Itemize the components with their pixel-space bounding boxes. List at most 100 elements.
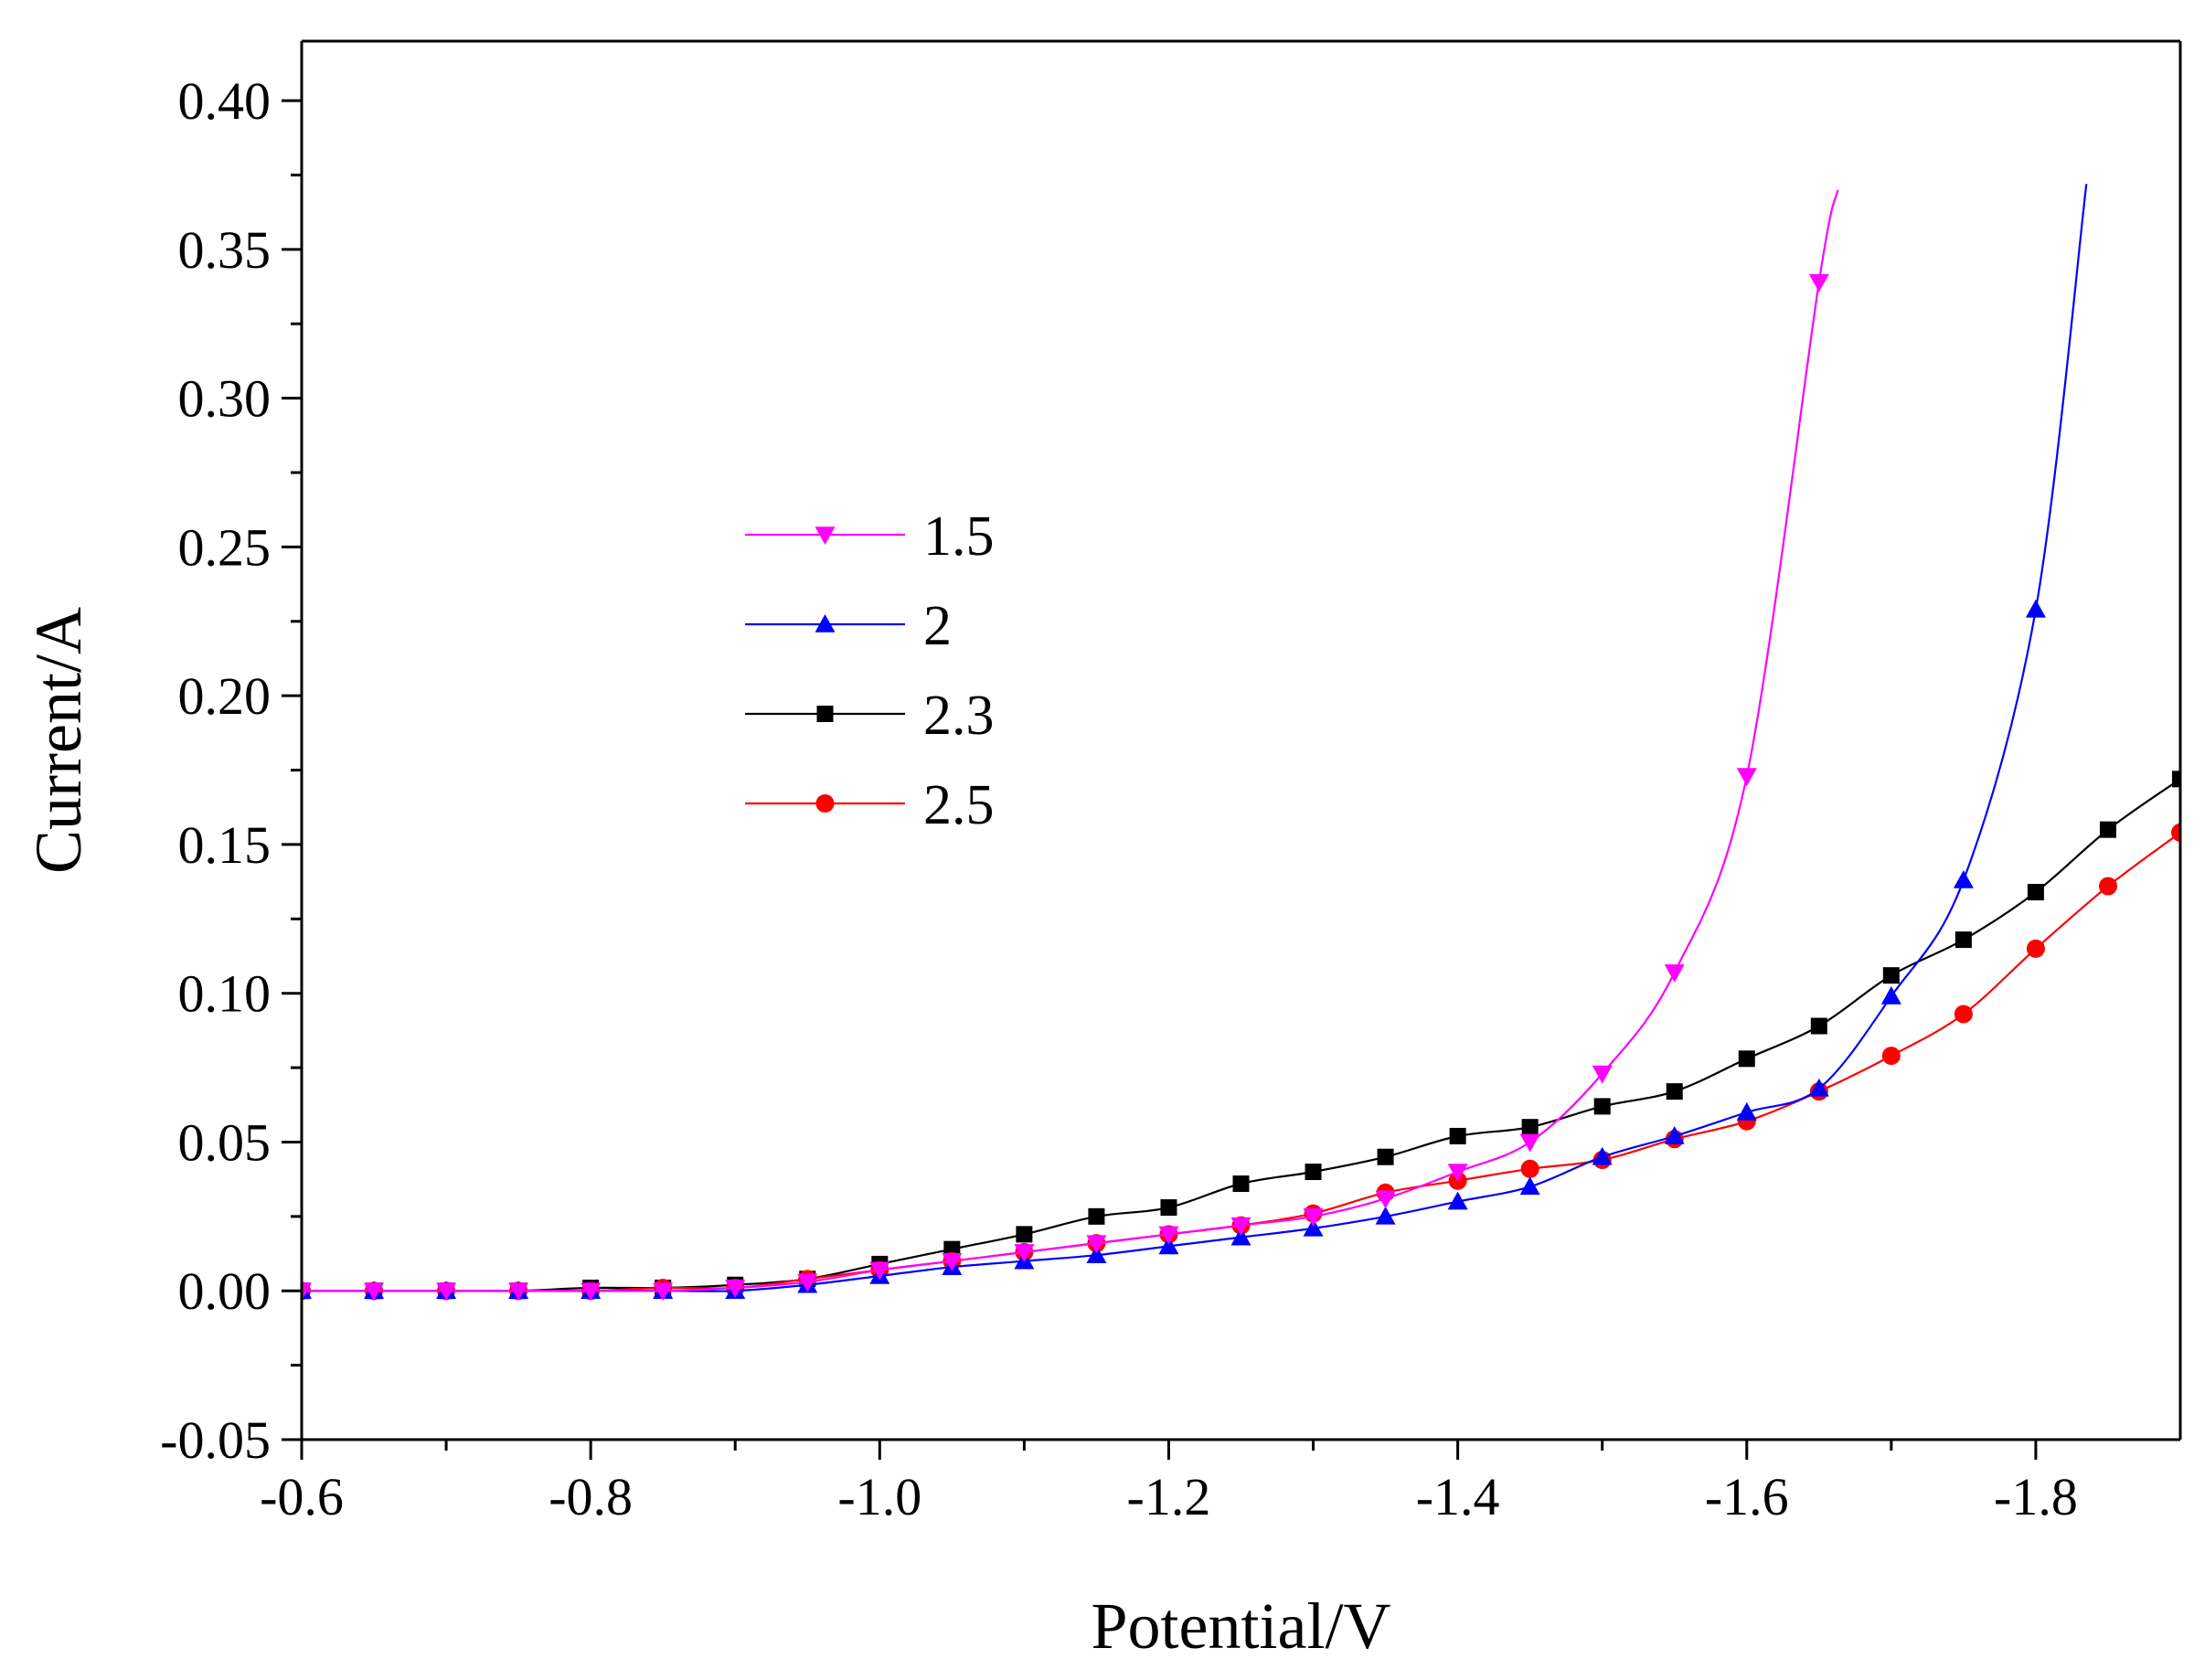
x-tick-label: -1.8 [1994,1467,2078,1526]
data-point-1-5 [942,1252,963,1271]
y-tick-label: 0.30 [178,369,272,429]
y-tick-label: -0.05 [160,1410,271,1470]
data-point-1-5 [797,1273,818,1292]
series-2 [302,184,2088,1300]
data-point-1-5 [1375,1190,1396,1209]
data-point-2-5 [1520,1159,1539,1178]
axes-layer: -0.05 0.00 0.05 0.10 0.15 0.20 0.25 0.30 0.35 0.4… [22,39,2182,1663]
data-point-2 [1808,1078,1829,1097]
data-point-2-5 [1954,1005,1973,1024]
series-line-2 [302,184,2088,1292]
legend-label: 2 [923,595,952,657]
data-point-2-5 [2026,939,2045,958]
legend-label: 1.5 [923,505,995,568]
series-1-5 [302,189,1839,1302]
data-point-2-3 [1449,1127,1466,1144]
x-tick-label: -1.6 [1705,1467,1789,1526]
y-tick-label: 0.40 [178,71,272,131]
data-point-1-5 [302,1282,312,1302]
legend-item-1-5: 1.5 [745,505,995,568]
legend-label: 2.3 [923,685,995,747]
data-point-1-5 [436,1282,457,1302]
data-point-2 [1953,870,1974,888]
data-point-2 [1086,1245,1107,1263]
x-tick-label: -1.2 [1127,1467,1211,1526]
data-point-1-5 [580,1282,602,1302]
data-point-2 [2025,599,2046,618]
data-point-2 [1664,1125,1685,1144]
data-point-2-3 [1305,1164,1322,1181]
legend-label: 2.5 [923,774,995,836]
data-point-2 [1303,1217,1324,1237]
data-point-1-5 [1736,768,1757,787]
data-point-1-5 [1086,1235,1107,1254]
legend-item-2: 2 [745,595,952,657]
data-point-2 [1230,1227,1251,1246]
series-layer [302,184,2180,1302]
data-point-1-5 [653,1282,674,1302]
legend-marker [816,706,834,722]
data-point-2-3 [1088,1207,1105,1225]
y-axis-title: Current/A [22,607,95,874]
data-point-2-3 [1882,967,1900,984]
data-point-1-5 [869,1261,890,1281]
series-line-2-3 [302,778,2180,1292]
data-point-2-3 [1232,1175,1250,1193]
data-point-2-3 [1738,1050,1755,1068]
data-point-2-3 [2099,821,2116,838]
legend-item-2-5: 2.5 [745,774,995,836]
data-point-2 [1736,1101,1757,1121]
x-tick-label: -1.4 [1416,1467,1500,1526]
data-point-1-5 [364,1282,385,1302]
legend-marker [815,526,836,545]
data-point-1-5 [508,1282,529,1302]
legend-marker [815,794,835,813]
data-point-1-5 [1664,964,1685,983]
data-point-2-5 [1881,1047,1901,1066]
data-point-2 [1447,1191,1468,1210]
data-point-2-3 [1521,1119,1539,1136]
y-tick-label: 0.20 [178,666,272,726]
data-point-2 [1880,985,1901,1005]
legend-marker [815,614,836,633]
data-point-2-5 [2171,823,2180,842]
data-point-1-5 [1230,1217,1251,1236]
data-point-1-5 [1519,1133,1540,1153]
data-point-2-3 [1810,1017,1827,1035]
data-point-2-3 [1666,1083,1683,1101]
data-point-1-5 [1592,1065,1613,1084]
data-point-1-5 [1014,1244,1035,1262]
data-point-2-3 [1593,1098,1611,1115]
data-point-2-3 [2172,771,2180,788]
data-point-1-5 [725,1280,746,1298]
data-point-1-5 [1158,1226,1179,1245]
legend-item-2-3: 2.3 [745,685,995,747]
y-tick-label: 0.00 [178,1261,272,1321]
series-line-1-5 [302,189,1839,1292]
x-tick-label: -1.0 [837,1467,921,1526]
legend: 1.5 2 2.3 2.5 [745,505,995,836]
data-point-2 [1519,1176,1540,1196]
x-tick-label: -0.8 [548,1467,633,1526]
data-point-2 [1158,1236,1179,1255]
data-point-2-3 [1016,1226,1033,1243]
data-point-1-5 [1303,1208,1324,1227]
data-point-2-3 [1377,1148,1394,1165]
x-tick-label: -0.6 [260,1467,344,1526]
data-point-2 [1592,1146,1613,1165]
data-point-2-3 [2027,884,2044,901]
x-axis-title: Potential/V [1092,1590,1391,1663]
y-tick-label: 0.35 [178,220,272,280]
data-point-1-5 [1808,273,1829,292]
data-point-1-5 [1447,1164,1468,1183]
y-tick-label: 0.05 [178,1112,272,1172]
y-tick-label: 0.10 [178,964,272,1024]
data-point-2-3 [1954,931,1972,949]
y-tick-label: 0.15 [178,815,272,875]
data-point-2 [1375,1206,1396,1225]
data-point-2-5 [2098,877,2117,896]
y-tick-label: 0.25 [178,517,272,577]
data-point-2-3 [1160,1199,1177,1217]
